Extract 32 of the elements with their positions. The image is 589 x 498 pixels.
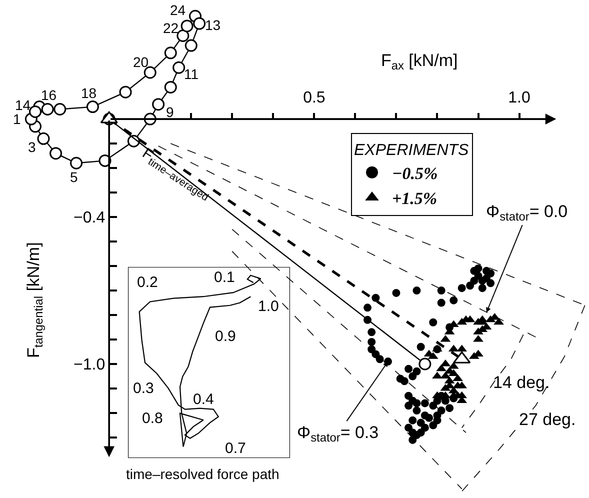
legend-title: EXPERIMENTS bbox=[354, 142, 470, 159]
annotation: Φ$_{stator}$= 0.3 bbox=[297, 423, 379, 445]
annotation: 0.1 bbox=[214, 269, 235, 286]
annotation: 0.8 bbox=[142, 410, 163, 427]
annotation: time–resolved force path bbox=[126, 466, 280, 482]
annotation: 9 bbox=[166, 104, 174, 120]
annotation: 14 deg. bbox=[493, 373, 550, 392]
annotation: 11 bbox=[184, 66, 199, 82]
annotation: 1.0 bbox=[258, 298, 279, 315]
annotation: 0.4 bbox=[193, 391, 214, 408]
annotation: 3 bbox=[28, 139, 36, 155]
annotation: 0.2 bbox=[137, 274, 158, 291]
annotation: 14 bbox=[15, 97, 31, 113]
annotation: 22 bbox=[163, 20, 179, 36]
annotation: 18 bbox=[81, 85, 97, 101]
legend-label: −0.5% bbox=[392, 164, 438, 183]
annotation: 20 bbox=[133, 54, 149, 70]
y-tick-label: −1.0 bbox=[74, 356, 106, 374]
annotation: 0.3 bbox=[133, 380, 154, 397]
annotation: 5 bbox=[70, 169, 78, 185]
annotation: 0.9 bbox=[215, 328, 236, 345]
annotation: 27 deg. bbox=[519, 410, 576, 429]
annotation: Φ$_{stator}$= 0.0 bbox=[486, 202, 568, 224]
annotation: 24 bbox=[170, 2, 186, 18]
annotation: 16 bbox=[41, 87, 57, 103]
x-axis-title: F$_{ax}$ [kN/m] bbox=[381, 51, 458, 73]
annotation: 0.7 bbox=[225, 440, 246, 457]
legend-label: +1.5% bbox=[392, 189, 438, 208]
annotation: 13 bbox=[205, 17, 221, 33]
y-tick-label: −0.4 bbox=[74, 210, 106, 227]
x-tick-label: 0.5 bbox=[303, 90, 326, 107]
annotation: 1 bbox=[13, 111, 21, 127]
